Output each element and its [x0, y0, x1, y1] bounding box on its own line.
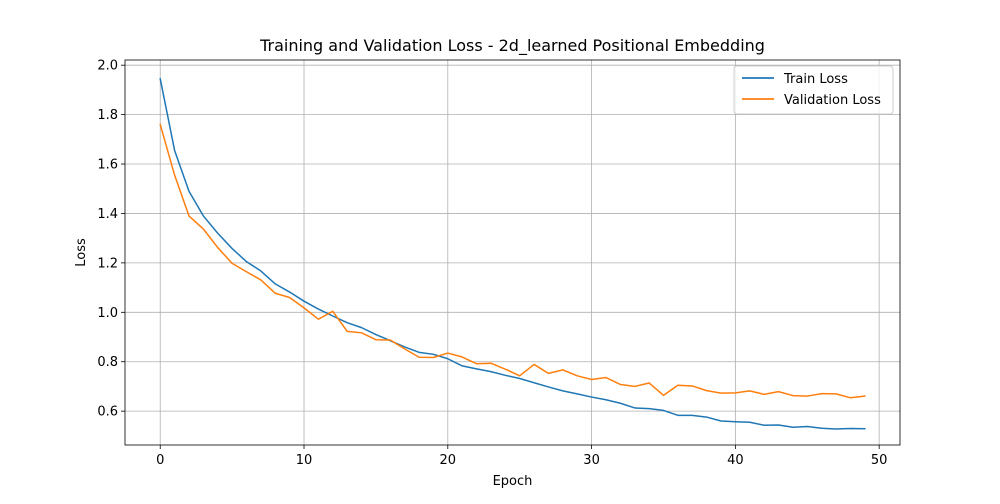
- y-axis-label: Loss: [74, 238, 89, 267]
- y-tick: 1.2: [97, 256, 125, 271]
- x-axis-label: Epoch: [493, 474, 533, 489]
- plot-frame: [124, 59, 901, 446]
- grid: [125, 60, 900, 445]
- y-tick-label: 1.2: [97, 256, 118, 271]
- x-tick: 10: [296, 445, 313, 468]
- x-tick: 50: [871, 445, 888, 468]
- x-tick-label: 30: [583, 453, 600, 468]
- y-tick-label: 1.8: [97, 108, 118, 123]
- series-layer: [159, 77, 866, 430]
- legend: Train Loss Validation Loss: [733, 65, 894, 115]
- x-tick-label: 20: [440, 453, 457, 468]
- y-tick-label: 1.0: [97, 306, 118, 321]
- y-tick-label: 2.0: [97, 59, 118, 74]
- x-tick: 40: [727, 445, 744, 468]
- x-tick: 30: [583, 445, 600, 468]
- series-line-train-loss: [159, 77, 866, 430]
- legend-label-train-loss: Train Loss: [783, 72, 848, 87]
- x-tick: 0: [156, 445, 164, 468]
- y-tick: 2.0: [97, 59, 125, 74]
- x-tick-label: 10: [296, 453, 313, 468]
- series-line-validation-loss: [159, 123, 866, 399]
- x-tick-label: 0: [156, 453, 164, 468]
- y-tick-label: 1.4: [97, 207, 118, 222]
- y-tick: 1.0: [97, 306, 125, 321]
- x-tick: 20: [440, 445, 457, 468]
- chart-title: Training and Validation Loss - 2d_learne…: [259, 36, 765, 56]
- y-tick-label: 1.6: [97, 158, 118, 173]
- y-tick: 1.8: [97, 108, 125, 123]
- y-tick-label: 0.8: [97, 355, 118, 370]
- legend-label-validation-loss: Validation Loss: [784, 93, 881, 108]
- x-axis-ticks: 0 10 20 30 40 50: [156, 445, 887, 468]
- y-tick-label: 0.6: [97, 405, 118, 420]
- x-tick-label: 40: [727, 453, 744, 468]
- y-tick: 1.6: [97, 158, 125, 173]
- y-tick: 0.8: [97, 355, 125, 370]
- x-tick-label: 50: [871, 453, 888, 468]
- y-tick: 0.6: [97, 405, 125, 420]
- y-tick: 1.4: [97, 207, 125, 222]
- y-axis-ticks: 0.6 0.8 1.0 1.2 1.4 1.6 1.8 2.0: [97, 59, 125, 420]
